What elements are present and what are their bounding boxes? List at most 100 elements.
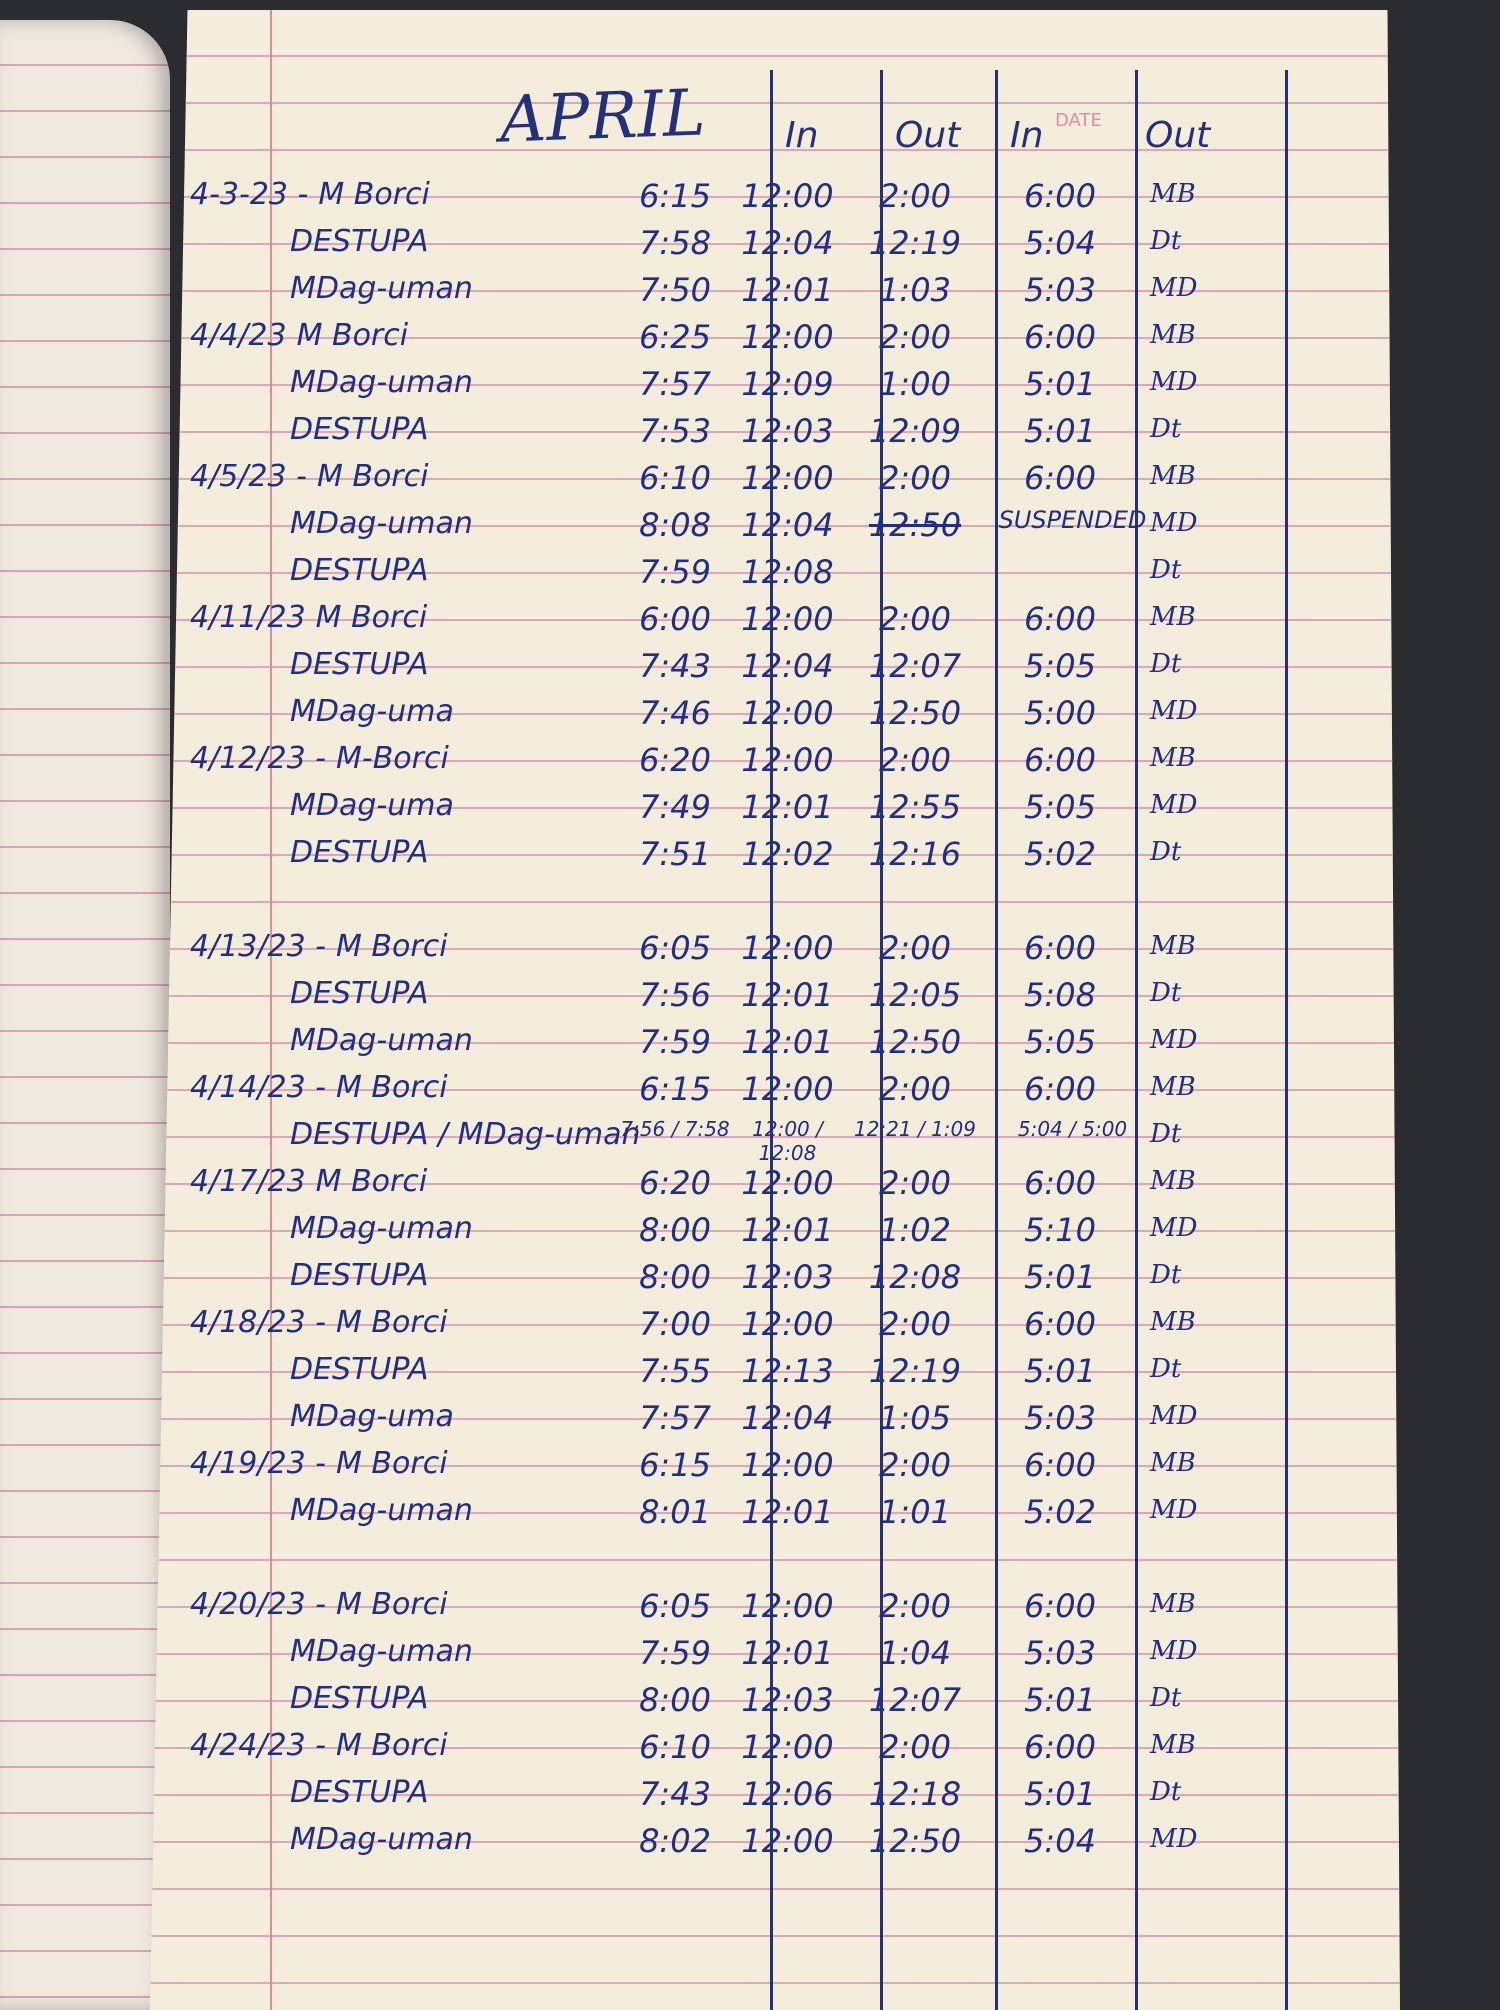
signature: MB — [1150, 931, 1196, 961]
employee-name: DESTUPA — [290, 1258, 429, 1293]
time-out1: 12:03 — [741, 1258, 834, 1296]
entry-name: 4-3-23 - M Borci — [190, 177, 430, 212]
log-row: MDag-uman 7:59 12:01 1:04 5:03 MD — [150, 1632, 1300, 1679]
employee-name: M-Borci — [336, 741, 449, 776]
time-in1: 7:43 — [639, 647, 711, 685]
time-out2: 5:04 — [1024, 1822, 1096, 1860]
signature: MD — [1150, 1213, 1198, 1243]
time-in2: 12:19 — [868, 224, 962, 262]
time-out2: 5:05 — [1024, 1023, 1096, 1061]
time-in1: 6:10 — [639, 459, 711, 497]
time-in2: 12:08 — [868, 1258, 962, 1296]
time-in1: 6:15 — [639, 1446, 711, 1484]
employee-name: MDag-uman — [290, 365, 473, 400]
time-out1: 12:01 — [741, 1493, 834, 1531]
signature: Dt — [1150, 837, 1182, 867]
time-out2: 5:03 — [1024, 1399, 1096, 1437]
time-out2: 6:00 — [1024, 318, 1096, 356]
employee-name: MDag-uman — [290, 1493, 473, 1528]
signature: MB — [1150, 602, 1196, 632]
entry-name: DESTUPA — [280, 553, 429, 588]
entry-name: DESTUPA — [280, 412, 429, 447]
time-out2: 6:00 — [1024, 1587, 1096, 1625]
employee-name: M Borci — [336, 929, 448, 964]
signature: MB — [1150, 179, 1196, 209]
log-row: 4/11/23 M Borci 6:00 12:00 2:00 6:00 MB — [150, 598, 1300, 645]
entry-name: MDag-uman — [280, 1493, 473, 1528]
time-in1: 8:00 — [639, 1211, 711, 1249]
time-out1: 12:03 — [741, 1681, 834, 1719]
time-out1: 12:00 — [741, 929, 834, 967]
time-in2: 2:00 — [879, 1070, 951, 1108]
log-row: DESTUPA 8:00 12:03 12:08 5:01 Dt — [150, 1256, 1300, 1303]
column-divider — [1285, 70, 1288, 2010]
log-row: DESTUPA 7:58 12:04 12:19 5:04 Dt — [150, 222, 1300, 269]
entry-name: 4/11/23 M Borci — [190, 600, 427, 635]
employee-name: MDag-uman — [290, 1822, 473, 1857]
log-row: MDag-uman 8:01 12:01 1:01 5:02 MD — [150, 1491, 1300, 1538]
log-row: 4/13/23 - M Borci 6:05 12:00 2:00 6:00 MB — [150, 927, 1300, 974]
signature: MB — [1150, 743, 1196, 773]
time-out2: SUSPENDED — [998, 506, 1147, 534]
time-out1: 12:00 — [741, 1164, 834, 1202]
log-row: 4/17/23 M Borci 6:20 12:00 2:00 6:00 MB — [150, 1162, 1300, 1209]
entry-date: 4/20/23 - — [190, 1587, 327, 1622]
time-out1: 12:00 — [741, 177, 834, 215]
time-in1: 7:56 / 7:58 — [620, 1117, 730, 1141]
time-out1: 12:00 / 12:08 — [752, 1117, 823, 1165]
signature: MD — [1150, 1824, 1198, 1854]
entry-name: 4/20/23 - M Borci — [190, 1587, 448, 1622]
time-in1: 8:00 — [639, 1681, 711, 1719]
time-out2: 5:01 — [1024, 412, 1096, 450]
log-row: DESTUPA 7:51 12:02 12:16 5:02 Dt — [150, 833, 1300, 880]
signature: MD — [1150, 508, 1198, 538]
time-in1: 8:01 — [639, 1493, 711, 1531]
time-in2: 1:02 — [879, 1211, 951, 1249]
time-in1: 6:20 — [639, 1164, 711, 1202]
time-in1: 7:56 — [639, 976, 711, 1014]
time-in1: 8:08 — [639, 506, 711, 544]
time-out2: 5:01 — [1024, 1258, 1096, 1296]
entry-name: DESTUPA — [280, 1352, 429, 1387]
entry-name: 4/18/23 - M Borci — [190, 1305, 448, 1340]
signature: MD — [1150, 273, 1198, 303]
entry-date: 4/11/23 — [190, 600, 306, 635]
signature: MB — [1150, 1166, 1196, 1196]
time-in2: 2:00 — [879, 1587, 951, 1625]
log-row: DESTUPA 8:00 12:03 12:07 5:01 Dt — [150, 1679, 1300, 1726]
time-in1: 7:57 — [639, 365, 711, 403]
column-divider — [880, 70, 883, 2010]
entry-date: 4/19/23 - — [190, 1446, 327, 1481]
time-out2: 5:02 — [1024, 835, 1096, 873]
time-in1: 6:00 — [639, 600, 711, 638]
time-out1: 12:09 — [741, 365, 834, 403]
time-out1: 12:00 — [741, 694, 834, 732]
time-in2: 12:50 — [868, 506, 962, 544]
time-out1: 12:01 — [741, 788, 834, 826]
entry-name: DESTUPA — [280, 835, 429, 870]
entry-date: 4/18/23 - — [190, 1305, 327, 1340]
month-title: APRIL — [498, 76, 707, 158]
time-in1: 7:59 — [639, 1634, 711, 1672]
signature: MD — [1150, 1636, 1198, 1666]
time-in1: 6:05 — [639, 929, 711, 967]
time-in2: 12:50 — [868, 1822, 962, 1860]
time-out2: 6:00 — [1024, 459, 1096, 497]
employee-name: DESTUPA — [290, 1775, 429, 1810]
printed-date-label: DATE — [1055, 110, 1102, 131]
employee-name: MDag-uman — [290, 1634, 473, 1669]
employee-name: M Borci — [318, 177, 430, 212]
time-in1: 6:25 — [639, 318, 711, 356]
header-in-1: In — [785, 115, 819, 156]
entry-name: MDag-uman — [280, 1634, 473, 1669]
log-row: DESTUPA 7:43 12:06 12:18 5:01 Dt — [150, 1773, 1300, 1820]
entry-date: 4/24/23 - — [190, 1728, 327, 1763]
entry-name: 4/12/23 - M-Borci — [190, 741, 449, 776]
time-in2: 2:00 — [879, 1164, 951, 1202]
column-divider — [770, 70, 773, 2010]
entry-name: DESTUPA — [280, 647, 429, 682]
employee-name: DESTUPA — [290, 976, 429, 1011]
entry-name: DESTUPA — [280, 1681, 429, 1716]
time-in2: 2:00 — [879, 459, 951, 497]
log-row: 4-3-23 - M Borci 6:15 12:00 2:00 6:00 MB — [150, 175, 1300, 222]
